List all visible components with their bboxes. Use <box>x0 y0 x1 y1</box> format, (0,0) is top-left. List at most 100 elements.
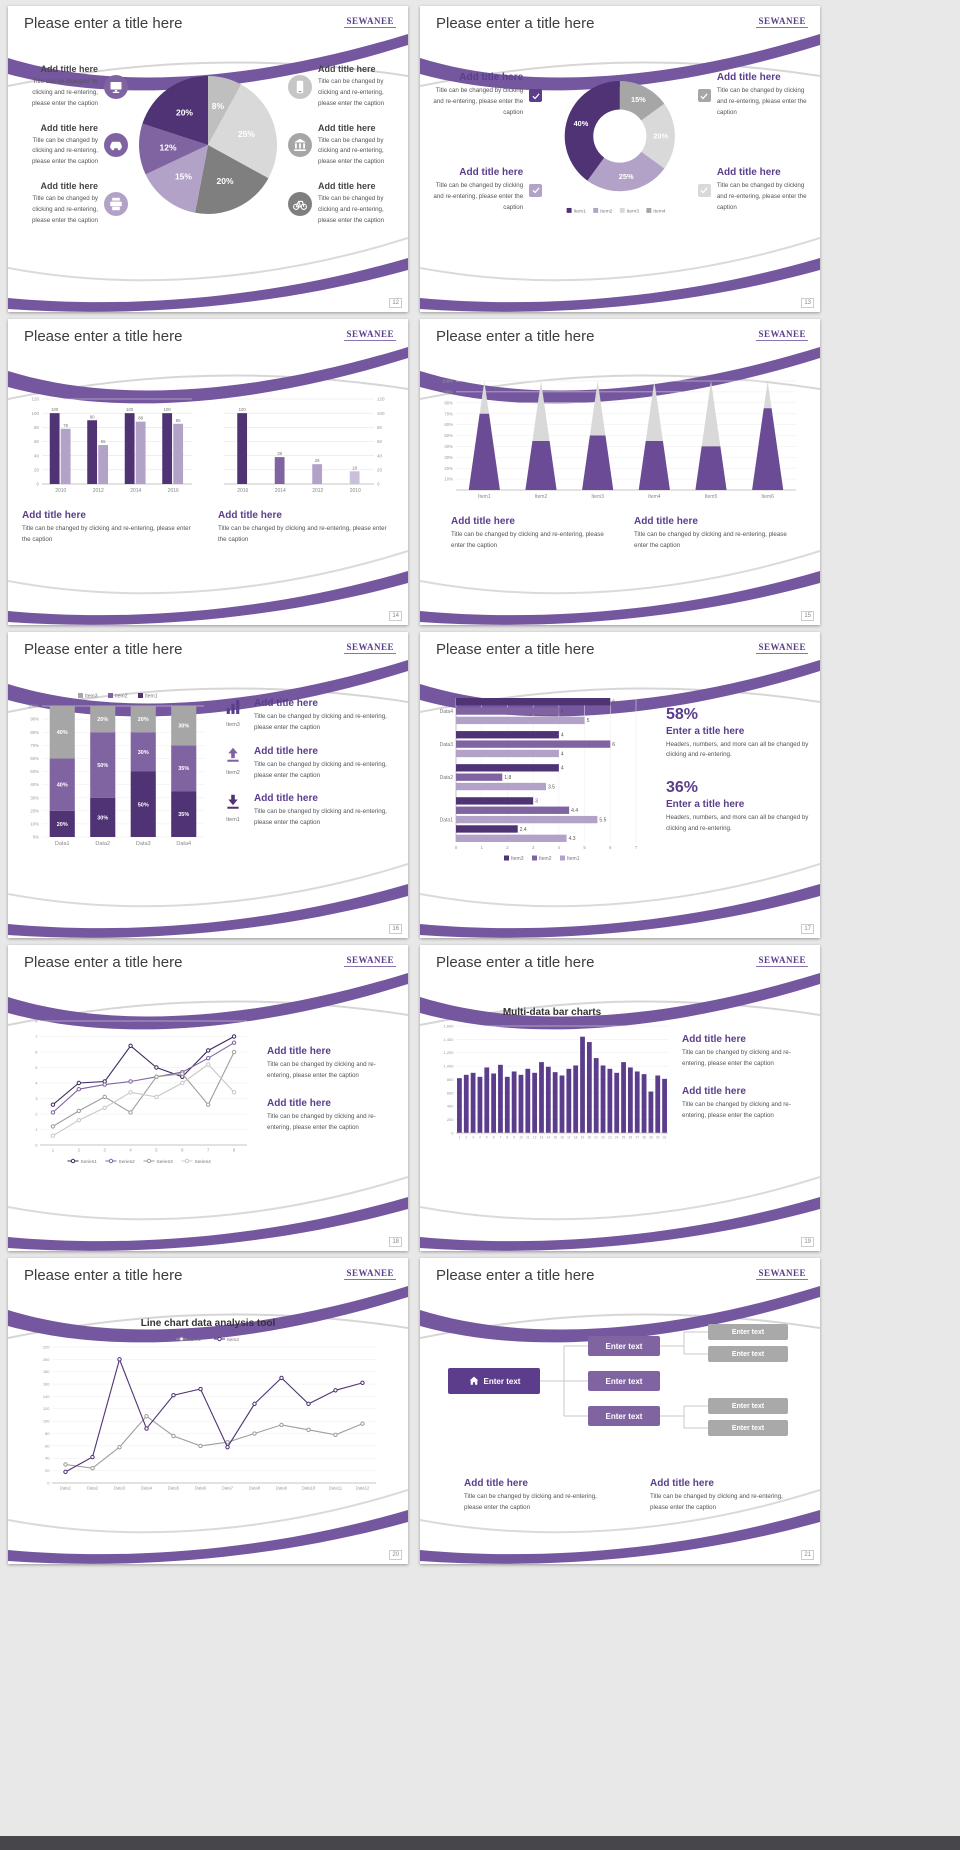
slide-19[interactable]: Please enter a title here SEWANEE Multi-… <box>420 945 820 1251</box>
slide-16-body: Item3 Item2 Item1 0% 10% 20% 30% 40% 50% 60% 70% 80… <box>18 690 402 850</box>
pie-chart: 8% 25% 20% 15% 12% 20% <box>139 76 278 215</box>
logo-text: SEWANEE <box>346 955 394 965</box>
svg-text:2: 2 <box>35 1111 38 1116</box>
svg-text:100: 100 <box>126 407 134 412</box>
sewanee-logo: SEWANEE <box>756 1267 808 1280</box>
stats-column: 58% Enter a title here Headers, numbers,… <box>666 694 812 862</box>
svg-text:88: 88 <box>138 416 143 421</box>
svg-text:40: 40 <box>34 453 40 458</box>
svg-text:0: 0 <box>47 1480 50 1485</box>
svg-text:220: 220 <box>43 1344 50 1349</box>
info-block: Add title here Title can be changed by cl… <box>288 64 400 110</box>
svg-text:7: 7 <box>207 1148 210 1153</box>
svg-text:Series4: Series4 <box>195 1159 212 1165</box>
bottom-bar <box>0 1836 960 1850</box>
svg-text:120: 120 <box>43 1406 50 1411</box>
svg-text:27: 27 <box>635 1136 639 1140</box>
slide-14[interactable]: Please enter a title here SEWANEE 0 20 40 6… <box>8 319 408 625</box>
svg-text:400: 400 <box>447 1104 454 1109</box>
slide-15[interactable]: Please enter a title here SEWANEE 10% 20%… <box>420 319 820 625</box>
svg-text:40%: 40% <box>444 444 453 449</box>
svg-text:16: 16 <box>560 1136 564 1140</box>
svg-text:2: 2 <box>506 845 509 850</box>
svg-text:Data12: Data12 <box>356 1486 370 1491</box>
cone-chart: 10% 20% 30% 40% 50% 60% 70% 80% 90% 100% Item1 Item… <box>442 379 796 500</box>
slide-18[interactable]: Please enter a title here SEWANEE 0 1 2 3 4 5… <box>8 945 408 1251</box>
svg-text:20%: 20% <box>57 822 68 828</box>
sewanee-logo: SEWANEE <box>756 15 808 28</box>
info-block: Add title here Title can be changed by c… <box>650 1478 800 1514</box>
svg-text:100: 100 <box>51 407 59 412</box>
root-node: Enter text <box>448 1368 540 1394</box>
svg-text:4: 4 <box>35 1080 38 1085</box>
block-caption: Title can be changed by clicking and re-… <box>218 525 387 543</box>
svg-text:85: 85 <box>176 418 181 423</box>
svg-text:2012: 2012 <box>312 488 323 494</box>
block-title: Add title here <box>682 1086 746 1097</box>
svg-text:4: 4 <box>561 766 564 772</box>
svg-text:9: 9 <box>513 1136 515 1140</box>
block-caption: Title can be changed by clicking and re-… <box>318 78 385 107</box>
block-caption: Title can be changed by clicking and re-… <box>31 195 98 224</box>
chart-panel: 0 20 40 60 80 100 120 2010 100 78 2012 90 55 2014 100 8… <box>22 389 198 546</box>
item-label: Item2 <box>226 769 240 776</box>
side-blocks: Add title here Title can be changed by c… <box>267 1046 397 1133</box>
block-caption: Title can be changed by clicking and re-… <box>318 195 385 224</box>
svg-text:Data3: Data3 <box>440 742 454 748</box>
logo-text: SEWANEE <box>758 1268 806 1278</box>
slide-21[interactable]: Please enter a title here SEWANEE Enter … <box>420 1258 820 1564</box>
svg-text:200: 200 <box>43 1357 50 1362</box>
slide-title: Please enter a title here <box>436 641 595 658</box>
stat-title: Enter a title here <box>666 725 745 737</box>
page-number: 19 <box>801 1237 814 1247</box>
bicycle-icon <box>288 191 312 216</box>
block-caption: Title can be changed by clicking and re-… <box>254 760 387 779</box>
slide-13-body: Add title here Title can be changed by cl… <box>430 68 810 218</box>
svg-text:200: 200 <box>447 1117 454 1122</box>
svg-text:Data1: Data1 <box>440 818 454 824</box>
page-number: 14 <box>389 611 402 621</box>
svg-text:Item2: Item2 <box>227 1337 239 1343</box>
svg-text:0: 0 <box>377 482 380 487</box>
svg-text:100%: 100% <box>442 379 453 384</box>
svg-text:80%: 80% <box>30 730 39 735</box>
page-number: 18 <box>389 1237 402 1247</box>
svg-text:2014: 2014 <box>130 488 141 494</box>
slide-21-body: Enter text Enter text Enter text Enter t… <box>440 1316 800 1514</box>
svg-text:4.3: 4.3 <box>569 836 576 842</box>
svg-text:60: 60 <box>45 1443 50 1448</box>
slide-12[interactable]: Please enter a title here SEWANEE Add ti… <box>8 6 408 312</box>
slide-13[interactable]: Please enter a title here SEWANEE Add ti… <box>420 6 820 312</box>
slide-title: Please enter a title here <box>436 15 595 32</box>
svg-text:100: 100 <box>31 411 39 416</box>
logo-text: SEWANEE <box>758 642 806 652</box>
flow-diagram: Enter text Enter text Enter text Enter t… <box>440 1316 800 1466</box>
svg-text:Data2: Data2 <box>440 775 454 781</box>
svg-text:3: 3 <box>472 1136 474 1140</box>
svg-text:1: 1 <box>459 1136 461 1140</box>
slide-20[interactable]: Please enter a title here SEWANEE Line c… <box>8 1258 408 1564</box>
svg-text:100: 100 <box>239 407 247 412</box>
side-blocks: Add title here Title can be changed by c… <box>682 1034 812 1121</box>
svg-text:Data1: Data1 <box>55 841 70 847</box>
block-title: Add title here <box>318 64 376 74</box>
slides-grid: Please enter a title here SEWANEE Add ti… <box>8 6 820 1564</box>
line-chart: 0 20 40 60 80 100 120 140 160 180 200 220 Data1 Data2… <box>43 1336 376 1491</box>
stat-block: 58% Enter a title here Headers, numbers,… <box>666 706 812 761</box>
svg-text:1.8: 1.8 <box>504 775 511 781</box>
block-caption: Title can be changed by clicking and re-… <box>254 808 387 827</box>
svg-text:38: 38 <box>277 451 282 456</box>
slide-17[interactable]: Please enter a title here SEWANEE 0 1 2 3 4 5… <box>420 632 820 938</box>
chart-panel: Multi-data bar charts 0 200 400 600 800 1,000… <box>432 1007 672 1149</box>
svg-text:Data2: Data2 <box>87 1486 99 1491</box>
svg-text:6: 6 <box>612 742 615 748</box>
bar-chart: 0 20 40 60 80 100 120 2016 100 2014 38 2012 28 2010 18 <box>224 397 385 494</box>
svg-text:80: 80 <box>377 425 383 430</box>
slide-16[interactable]: Please enter a title here SEWANEE Item3 I… <box>8 632 408 938</box>
svg-text:0: 0 <box>35 1142 38 1147</box>
block-title: Add title here <box>318 122 376 133</box>
svg-text:17: 17 <box>567 1136 571 1140</box>
block-caption: Title can be changed by clicking and re-… <box>31 136 98 166</box>
download-icon <box>224 793 242 811</box>
svg-text:25%: 25% <box>619 172 634 181</box>
